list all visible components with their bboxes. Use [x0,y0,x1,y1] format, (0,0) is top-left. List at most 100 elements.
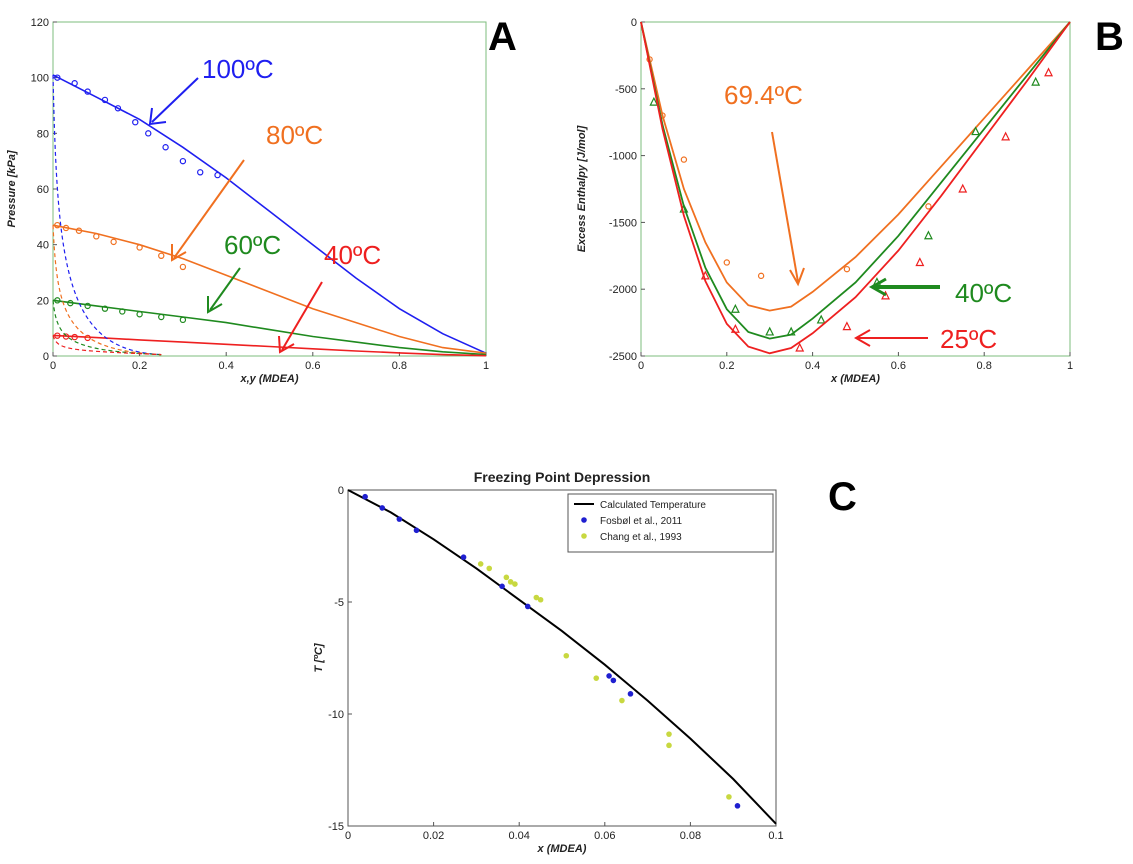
data-point-c-1 [362,493,368,500]
y-tick-label-a: 120 [31,17,49,29]
arrow-69-4c [771,131,799,283]
panel-label-a: A [488,15,517,59]
data-point-c-2 [486,565,493,572]
data-point-b-1 [1031,76,1041,86]
data-point-b-0 [757,272,765,280]
data-point-c-2 [537,596,544,603]
data-point-b-2 [730,323,740,333]
x-tick-label-b: 1 [1067,360,1073,372]
data-point-b-2 [1044,67,1054,77]
panel-c-chart: 0 0.02 0.04 0.06 0.08 0.1 0 -5 -10 -15 x (MDEA) T [… [313,469,784,855]
data-point-c-1 [606,673,612,679]
arrowhead-40c [278,335,295,354]
data-point-c-2 [533,594,540,601]
data-point-b-0 [680,156,688,163]
arrow-40c [281,281,323,351]
data-point-a-2 [67,299,74,307]
data-point-a-0 [162,144,169,151]
data-point-a-0 [54,74,61,81]
annotation-100c: 100ºC [202,54,274,84]
legend-entry: Fosbøl et al., 2011 [600,516,683,527]
data-point-a-1 [179,263,187,271]
y-tick-label-b: -1000 [609,151,637,163]
data-point-c-2 [563,652,570,659]
data-point-a-0 [179,157,187,165]
x-tick-label-b: 0.2 [719,360,734,372]
data-point-c-1 [499,583,505,590]
x-tick-label-a: 1 [483,360,489,372]
data-point-a-3 [84,334,91,342]
data-point-a-0 [114,105,122,112]
x-tick-label-b: 0.4 [805,360,820,372]
arrow-60c [209,267,241,311]
data-point-a-0 [197,169,204,176]
data-point-c-1 [610,677,617,684]
panel-label-b: B [1095,15,1124,59]
data-point-a-2 [158,313,165,321]
series-line-a-1 [52,224,487,354]
x-axis-label-c: x (MDEA) [537,843,587,855]
data-point-a-1 [110,238,117,246]
data-point-b-2 [842,321,852,331]
data-point-c-2 [726,794,732,800]
series-line-a-2 [52,299,487,356]
y-tick-label-b: -500 [615,84,637,96]
series-line-a-3 [52,334,487,357]
vapor-curve-a-1 [52,225,162,356]
data-point-b-2 [700,270,710,280]
arrowhead-69-4c [789,267,805,287]
y-tick-label-c: 0 [338,485,344,497]
legend-entry: Chang et al., 1993 [600,532,682,543]
plot-frame-c [347,489,777,827]
y-axis-label-b: Excess Enthalpy [J/mol] [576,125,588,252]
data-point-a-0 [132,118,139,126]
data-point-c-1 [413,527,420,534]
data-point-a-3 [54,332,61,339]
data-point-b-1 [816,314,826,324]
data-point-c-2 [503,574,510,581]
data-point-a-2 [119,308,126,315]
data-point-c-1 [627,691,634,697]
data-point-a-2 [101,305,109,312]
y-tick-label-a: 40 [37,240,49,252]
x-tick-label-a: 0.4 [219,360,234,372]
data-point-c-1 [734,803,741,809]
annotation-80c: 80ºC [266,120,323,150]
x-tick-label-b: 0.8 [977,360,992,372]
legend-swatch-point [581,533,587,539]
data-point-a-3 [71,333,78,341]
arrowhead-100c [148,107,167,126]
plot-frame-b [640,21,1071,357]
legend-swatch-point [581,517,587,523]
data-point-a-0 [84,88,91,95]
data-point-a-1 [54,221,61,229]
data-point-a-0 [71,80,78,87]
y-tick-label-a: 60 [37,184,49,196]
y-tick-label-c: -10 [328,709,344,721]
data-point-a-1 [62,224,70,232]
x-tick-label-c: 0 [345,830,351,842]
x-tick-label-c: 0.06 [594,830,615,842]
y-tick-label-b: -2000 [609,284,637,296]
x-tick-label-c: 0.08 [680,830,701,842]
data-point-b-0 [843,265,851,273]
annotation-40c: 40ºC [324,240,381,270]
data-point-b-2 [958,183,968,193]
y-tick-label-c: -15 [328,821,344,833]
data-point-a-3 [62,333,70,340]
y-tick-label-a: 80 [37,128,49,140]
data-point-a-1 [158,252,165,259]
data-point-b-1 [730,303,740,313]
data-point-b-2 [1001,131,1011,141]
series-line-a-0 [52,74,487,354]
y-tick-label-c: -5 [334,597,344,609]
data-point-c-1 [524,603,531,610]
panel-label-c: C [828,475,857,519]
data-point-a-0 [145,130,152,137]
data-point-b-1 [971,126,981,136]
data-point-a-1 [75,227,83,234]
x-axis-label-a: x,y (MDEA) [239,373,298,385]
panel-b-chart: 0 0.2 0.4 0.6 0.8 1 0 -500 -1000 -1500 -2000 -2500 x… [576,17,1073,385]
data-point-b-0 [925,203,932,210]
panel-a-chart: 0 0.2 0.4 0.6 0.8 1 0 20 40 60 80 100 120 x,y (MDEA) P… [6,17,489,385]
